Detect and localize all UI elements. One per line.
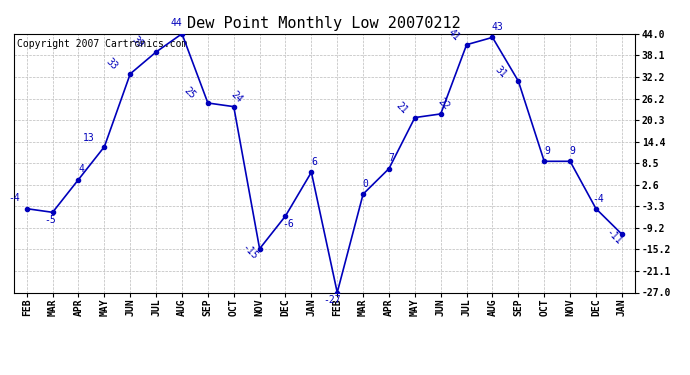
Title: Dew Point Monthly Low 20070212: Dew Point Monthly Low 20070212 — [188, 16, 461, 31]
Text: -27: -27 — [323, 295, 341, 305]
Text: 39: 39 — [130, 35, 146, 50]
Text: 25: 25 — [182, 86, 197, 101]
Text: -15: -15 — [239, 242, 259, 261]
Text: 24: 24 — [228, 89, 244, 105]
Text: 31: 31 — [493, 64, 508, 79]
Text: 43: 43 — [492, 22, 504, 32]
Text: 41: 41 — [446, 27, 462, 43]
Text: 0: 0 — [363, 178, 368, 189]
Text: 6: 6 — [311, 157, 317, 167]
Text: 9: 9 — [544, 146, 550, 156]
Text: 7: 7 — [388, 153, 395, 163]
Text: 4: 4 — [78, 164, 84, 174]
Text: Copyright 2007 Cartronics.com: Copyright 2007 Cartronics.com — [17, 39, 187, 49]
Text: -4: -4 — [8, 193, 20, 203]
Text: -11: -11 — [604, 227, 624, 247]
Text: 22: 22 — [435, 97, 451, 112]
Text: 9: 9 — [570, 146, 575, 156]
Text: -6: -6 — [282, 219, 294, 229]
Text: 21: 21 — [394, 100, 410, 116]
Text: -5: -5 — [44, 215, 56, 225]
Text: 13: 13 — [83, 133, 95, 143]
Text: 44: 44 — [171, 18, 183, 28]
Text: -4: -4 — [593, 194, 604, 204]
Text: 33: 33 — [104, 57, 120, 72]
